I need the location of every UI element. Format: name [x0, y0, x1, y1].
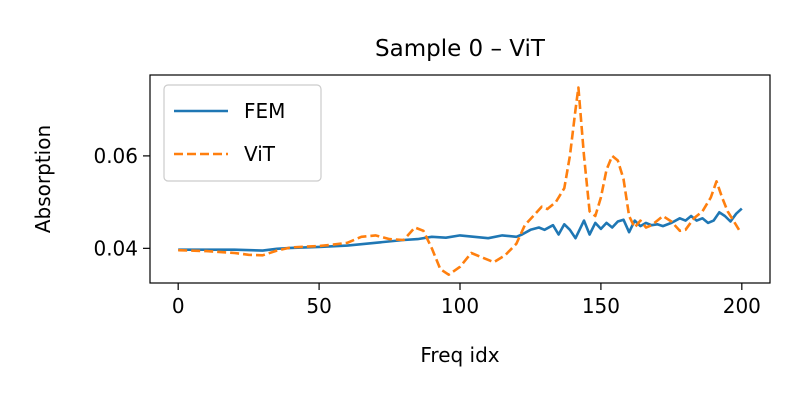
x-ticks: 0 50 100 150 200 — [172, 283, 761, 318]
legend: FEM ViT — [163, 84, 322, 182]
x-tick-label: 50 — [306, 294, 331, 318]
legend-label-fem: FEM — [244, 99, 285, 123]
x-tick-label: 150 — [582, 294, 620, 318]
x-tick-label: 200 — [723, 294, 761, 318]
x-tick-label: 100 — [441, 294, 479, 318]
series-line-vit — [178, 86, 741, 276]
x-axis-label: Freq idx — [420, 343, 499, 367]
y-tick-label: 0.04 — [93, 236, 138, 260]
series-layer — [178, 86, 743, 276]
y-tick-label: 0.06 — [93, 144, 138, 168]
y-ticks: 0.04 0.06 — [93, 144, 150, 260]
plot-area: 0 50 100 150 200 0.04 0.06 — [93, 74, 771, 318]
chart-title: Sample 0 – ViT — [375, 36, 546, 62]
x-tick-label: 0 — [172, 294, 185, 318]
y-axis-label: Absorption — [31, 125, 55, 233]
legend-label-vit: ViT — [244, 142, 276, 166]
legend-box — [163, 84, 322, 182]
